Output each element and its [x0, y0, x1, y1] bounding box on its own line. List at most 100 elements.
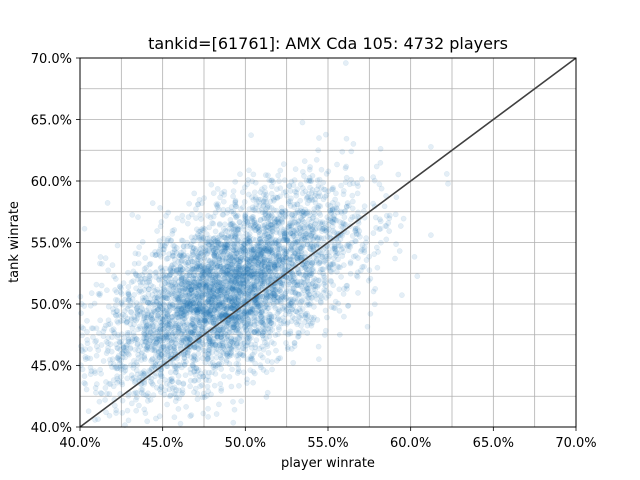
scatter-point: [289, 289, 296, 296]
scatter-point: [180, 304, 187, 311]
scatter-point: [275, 262, 282, 269]
scatter-point: [224, 242, 231, 248]
scatter-point: [226, 361, 233, 367]
scatter-point: [228, 250, 235, 257]
scatter-point: [232, 312, 238, 319]
scatter-point: [247, 274, 254, 281]
scatter-point: [200, 311, 207, 317]
scatter-point: [285, 331, 292, 338]
scatter-point: [202, 369, 208, 376]
scatter-point: [189, 332, 195, 338]
scatter-point: [306, 212, 313, 219]
scatter-point: [235, 335, 242, 342]
scatter-point: [138, 370, 144, 377]
scatter-point: [367, 310, 374, 317]
scatter-point: [228, 221, 234, 228]
scatter-point: [301, 224, 308, 231]
scatter-point: [158, 319, 164, 326]
scatter-point: [113, 276, 119, 282]
y-tick-label: 40.0%: [31, 421, 72, 436]
scatter-point: [160, 246, 166, 253]
scatter-point: [349, 205, 356, 212]
scatter-point: [264, 257, 271, 264]
scatter-point: [118, 313, 124, 319]
scatter-point: [210, 220, 217, 227]
scatter-point: [218, 344, 224, 351]
scatter-point: [211, 300, 218, 307]
scatter-point: [187, 256, 194, 263]
scatter-point: [334, 209, 341, 216]
scatter-point: [243, 326, 249, 333]
scatter-point: [341, 313, 347, 320]
scatter-point: [211, 291, 218, 297]
scatter-point: [167, 237, 174, 244]
scatter-point: [160, 343, 167, 350]
scatter-point: [291, 340, 298, 347]
scatter-point: [118, 366, 124, 373]
scatter-point: [176, 313, 183, 320]
scatter-point: [235, 280, 241, 287]
scatter-point: [251, 301, 258, 307]
scatter-point: [156, 277, 163, 284]
scatter-point: [218, 312, 224, 319]
scatter-point: [253, 201, 260, 208]
scatter-point: [283, 192, 290, 199]
scatter-point: [171, 243, 178, 249]
scatter-point: [266, 255, 273, 262]
scatter-point: [210, 274, 216, 281]
scatter-point: [255, 223, 262, 230]
scatter-point: [235, 230, 242, 237]
scatter-point: [266, 177, 273, 184]
scatter-point: [295, 329, 302, 336]
scatter-point: [217, 352, 224, 359]
scatter-point: [327, 207, 334, 214]
scatter-point: [98, 370, 104, 377]
scatter-point: [245, 275, 252, 281]
scatter-point: [234, 250, 240, 257]
scatter-point: [147, 260, 154, 267]
scatter-point: [294, 209, 301, 216]
scatter-point: [242, 272, 249, 279]
scatter-point: [158, 328, 164, 334]
scatter-point: [153, 269, 159, 275]
scatter-point: [120, 280, 127, 286]
scatter-point: [204, 274, 211, 281]
scatter-point: [237, 249, 244, 256]
scatter-point: [87, 355, 94, 362]
scatter-point: [201, 318, 208, 325]
scatter-point: [287, 220, 294, 226]
scatter-point: [136, 402, 142, 409]
scatter-point: [296, 248, 303, 254]
scatter-point: [297, 181, 304, 188]
scatter-point: [228, 234, 235, 241]
scatter-point: [221, 284, 228, 291]
scatter-point: [258, 313, 265, 320]
scatter-point: [169, 339, 175, 345]
scatter-point: [167, 271, 174, 277]
scatter-point: [118, 318, 124, 325]
scatter-point: [282, 254, 289, 261]
scatter-point: [255, 303, 262, 310]
scatter-point: [281, 177, 288, 183]
scatter-point: [193, 365, 200, 372]
scatter-point: [257, 196, 264, 203]
scatter-point: [264, 343, 271, 349]
scatter-point: [221, 373, 227, 380]
scatter-point: [226, 297, 233, 304]
scatter-point: [158, 264, 164, 271]
scatter-point: [143, 339, 149, 346]
scatter-point: [315, 343, 322, 350]
scatter-point: [290, 273, 297, 280]
scatter-point: [287, 330, 294, 337]
scatter-point: [195, 306, 201, 313]
scatter-point: [327, 267, 334, 274]
scatter-point: [184, 239, 190, 246]
scatter-point: [195, 295, 201, 302]
scatter-point: [322, 307, 329, 314]
scatter-point: [359, 176, 365, 182]
scatter-point: [288, 296, 294, 303]
scatter-point: [296, 230, 303, 236]
scatter-point: [212, 275, 219, 282]
scatter-point: [210, 277, 216, 283]
scatter-point: [187, 377, 194, 384]
